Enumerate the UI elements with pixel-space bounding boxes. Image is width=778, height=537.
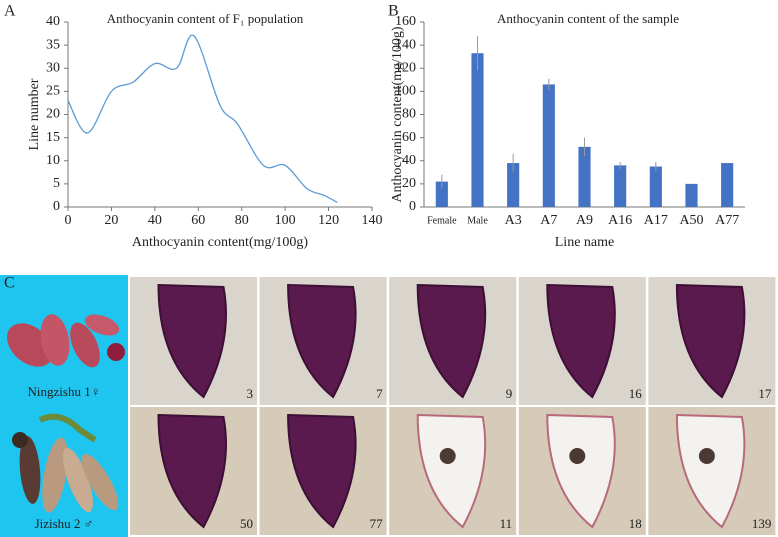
- x-tick-label: 0: [65, 213, 72, 228]
- hole: [439, 448, 456, 464]
- photo-label: 17: [758, 386, 772, 401]
- y-tick-label: 60: [402, 130, 416, 145]
- y-tick-label: 100: [395, 84, 416, 99]
- y-tick-label: 5: [53, 176, 60, 191]
- photo-label: 18: [629, 516, 642, 531]
- y-tick-label: 20: [46, 107, 60, 122]
- panel-label: A: [4, 3, 16, 20]
- bar: [471, 53, 484, 207]
- photo-label: 7: [376, 386, 383, 401]
- x-tick-label: 140: [362, 213, 383, 228]
- photo-label: 16: [629, 386, 643, 401]
- bar: [507, 163, 520, 207]
- photo-label: 9: [506, 386, 513, 401]
- x-tick-label: Female: [427, 215, 457, 226]
- root-slice: [287, 283, 357, 399]
- chart-title: Anthocyanin content of F₁ population: [107, 11, 304, 26]
- x-tick-label: A3: [505, 213, 522, 228]
- x-tick-label: A16: [608, 213, 632, 228]
- photo-label: 77: [370, 516, 384, 531]
- bar: [578, 146, 591, 207]
- x-tick-label: A50: [679, 213, 703, 228]
- root-slice: [675, 283, 746, 399]
- bar: [435, 181, 448, 207]
- root-slice: [157, 413, 227, 529]
- x-tick-label: 80: [235, 213, 249, 228]
- y-tick-label: 10: [46, 153, 60, 168]
- y-tick-label: 160: [395, 14, 416, 29]
- y-tick-label: 25: [46, 84, 60, 99]
- bar: [542, 84, 555, 207]
- root-slice: [157, 283, 227, 399]
- root-slice: [675, 413, 746, 529]
- bar: [614, 165, 627, 207]
- x-axis-label: Anthocyanin content(mg/100g): [132, 235, 308, 250]
- y-tick-label: 20: [402, 176, 416, 191]
- x-tick-label: A9: [576, 213, 593, 228]
- photo-label: 3: [247, 386, 254, 401]
- y-tick-label: 35: [46, 37, 60, 52]
- parent-label: Ningzishu 1♀: [28, 384, 101, 399]
- panel-label: B: [388, 3, 399, 20]
- y-tick-label: 140: [395, 37, 416, 52]
- y-axis-label: Anthocyanin content(mg/100g): [390, 26, 405, 202]
- photo-label: 139: [752, 516, 772, 531]
- panel-label: C: [4, 275, 15, 292]
- bar: [685, 183, 698, 207]
- parent-label: Jizishu 2 ♂: [35, 516, 94, 531]
- x-tick-label: A7: [540, 213, 557, 228]
- x-tick-label: 40: [148, 213, 162, 228]
- root-slice: [416, 283, 487, 399]
- line: [67, 34, 338, 203]
- parent-roots-1: [6, 314, 125, 368]
- y-tick-label: 0: [409, 199, 416, 214]
- x-tick-label: 20: [104, 213, 118, 228]
- y-axis-label: Line number: [27, 78, 42, 150]
- chart-title: Anthocyanin content of the sample: [497, 11, 679, 26]
- y-tick-label: 30: [46, 60, 60, 75]
- y-tick-label: 120: [395, 60, 416, 75]
- photo-label: 11: [500, 516, 513, 531]
- y-tick-label: 40: [402, 153, 416, 168]
- photo-label: 50: [240, 516, 253, 531]
- y-tick-label: 15: [46, 130, 60, 145]
- hole: [698, 448, 715, 464]
- x-tick-label: A17: [644, 213, 668, 228]
- hole: [569, 448, 586, 464]
- x-tick-label: A77: [715, 213, 739, 228]
- root-slice: [287, 413, 357, 529]
- x-axis-label: Line name: [555, 235, 614, 250]
- bar: [649, 166, 662, 207]
- y-tick-label: 80: [402, 107, 416, 122]
- bar: [721, 163, 734, 207]
- x-tick-label: 120: [318, 213, 339, 228]
- x-tick-label: Male: [467, 215, 488, 226]
- root-slice: [546, 413, 616, 529]
- x-tick-label: 100: [275, 213, 296, 228]
- root-slice: [546, 283, 616, 399]
- photo-grid: 3 7 9 16 17 50 77 11 18 139: [130, 277, 776, 535]
- x-tick-label: 60: [191, 213, 205, 228]
- y-tick-label: 0: [53, 199, 60, 214]
- parent-roots-2: [12, 413, 119, 513]
- y-tick-label: 40: [46, 14, 60, 29]
- root-slice: [416, 413, 487, 529]
